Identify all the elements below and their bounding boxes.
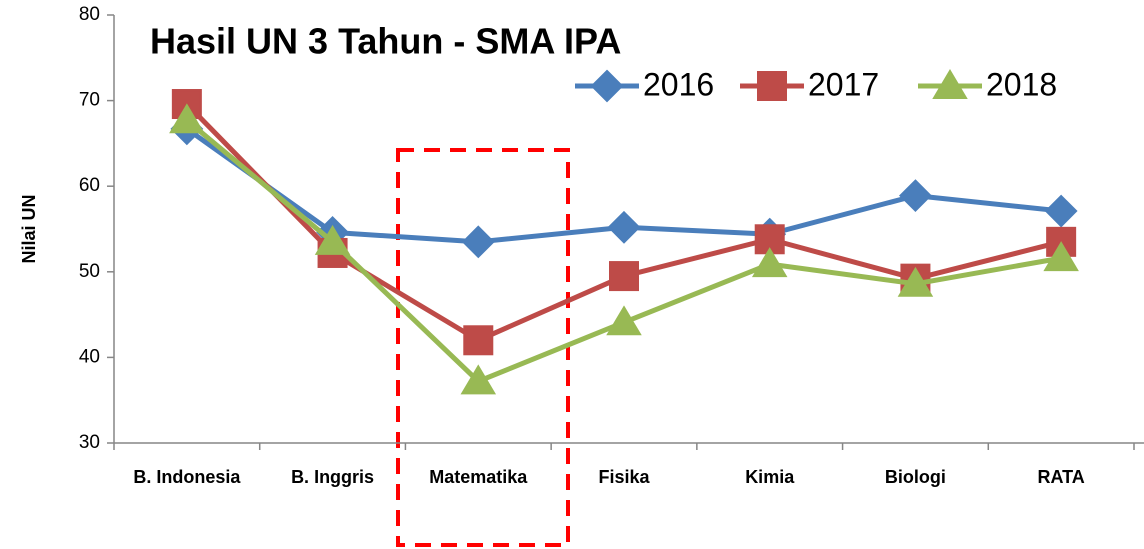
y-tick-label: 40: [79, 346, 100, 367]
x-tick-label: Matematika: [429, 467, 528, 487]
chart-title: Hasil UN 3 Tahun - SMA IPA: [150, 21, 621, 62]
y-tick-label: 50: [79, 261, 100, 282]
y-tick-label: 70: [79, 90, 100, 111]
marker: [1044, 194, 1078, 228]
marker: [609, 261, 639, 292]
y-tick-label: 80: [79, 4, 100, 25]
marker: [932, 69, 968, 99]
x-tick-label: Fisika: [598, 467, 650, 487]
x-tick-label: RATA: [1037, 467, 1084, 487]
marker: [751, 247, 788, 278]
x-tick-label: B. Inggris: [291, 467, 374, 487]
legend-label: 2017: [808, 66, 879, 102]
legend-label: 2016: [643, 66, 714, 102]
x-tick-label: Kimia: [745, 467, 795, 487]
marker: [899, 179, 932, 213]
y-tick-label: 60: [79, 175, 100, 196]
y-axis-label: Nilai UN: [19, 194, 39, 263]
marker: [757, 71, 787, 101]
marker: [463, 325, 494, 356]
x-tick-label: B. Indonesia: [133, 467, 241, 487]
marker: [461, 225, 495, 259]
marker: [897, 266, 934, 297]
marker: [314, 224, 351, 255]
y-tick-label: 30: [79, 432, 100, 453]
marker: [169, 103, 205, 134]
marker: [590, 69, 624, 103]
x-tick-label: Biologi: [885, 467, 946, 487]
marker: [460, 364, 497, 395]
marker: [1043, 241, 1079, 272]
marker: [606, 305, 642, 336]
marker: [607, 210, 641, 244]
legend-label: 2018: [986, 66, 1057, 102]
